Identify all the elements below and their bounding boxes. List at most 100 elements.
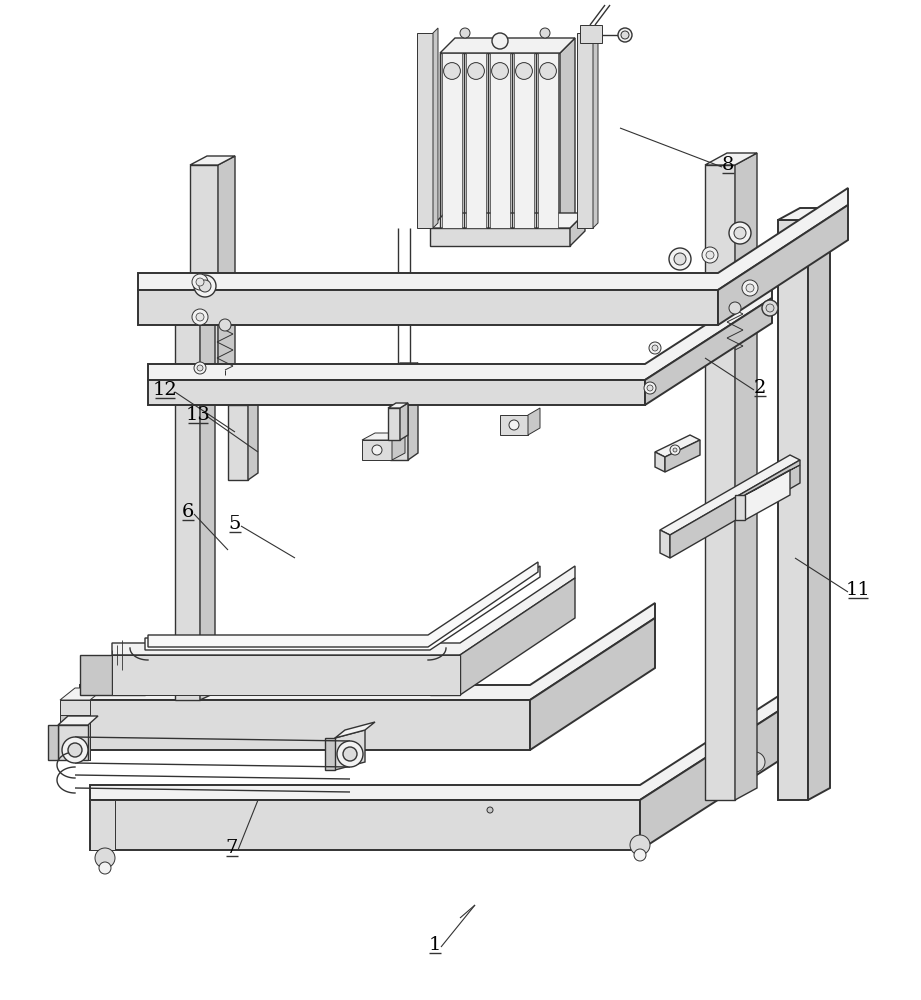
Polygon shape bbox=[593, 28, 598, 228]
Polygon shape bbox=[148, 562, 538, 647]
Polygon shape bbox=[335, 722, 375, 738]
Polygon shape bbox=[228, 405, 248, 480]
Polygon shape bbox=[362, 440, 392, 460]
Polygon shape bbox=[228, 398, 258, 405]
Polygon shape bbox=[528, 408, 540, 435]
Polygon shape bbox=[90, 800, 115, 850]
Polygon shape bbox=[112, 566, 575, 655]
Polygon shape bbox=[335, 730, 365, 770]
Circle shape bbox=[630, 835, 650, 855]
Circle shape bbox=[644, 382, 656, 394]
Circle shape bbox=[194, 275, 216, 297]
Polygon shape bbox=[718, 205, 848, 325]
Polygon shape bbox=[392, 433, 405, 460]
Circle shape bbox=[372, 445, 382, 455]
Polygon shape bbox=[665, 440, 700, 472]
Circle shape bbox=[621, 31, 629, 39]
Text: 6: 6 bbox=[181, 503, 194, 521]
Circle shape bbox=[742, 280, 758, 296]
Circle shape bbox=[670, 445, 680, 455]
Circle shape bbox=[652, 345, 658, 351]
Circle shape bbox=[702, 247, 718, 263]
Circle shape bbox=[634, 849, 646, 861]
Circle shape bbox=[68, 743, 82, 757]
Polygon shape bbox=[440, 53, 560, 228]
Circle shape bbox=[729, 302, 741, 314]
Circle shape bbox=[762, 300, 778, 316]
Polygon shape bbox=[80, 655, 112, 695]
Text: 2: 2 bbox=[753, 379, 766, 397]
Polygon shape bbox=[442, 53, 462, 228]
Polygon shape bbox=[80, 700, 530, 750]
Polygon shape bbox=[538, 53, 558, 228]
Polygon shape bbox=[745, 465, 800, 495]
Polygon shape bbox=[440, 38, 575, 53]
Polygon shape bbox=[58, 716, 98, 725]
Polygon shape bbox=[362, 433, 405, 440]
Polygon shape bbox=[705, 153, 757, 165]
Polygon shape bbox=[417, 33, 433, 228]
Polygon shape bbox=[645, 298, 772, 405]
Polygon shape bbox=[660, 455, 800, 535]
Polygon shape bbox=[218, 156, 235, 400]
Polygon shape bbox=[148, 282, 772, 380]
Polygon shape bbox=[430, 213, 585, 228]
Polygon shape bbox=[60, 700, 90, 760]
Polygon shape bbox=[705, 165, 735, 800]
Circle shape bbox=[669, 248, 691, 270]
Text: 12: 12 bbox=[153, 381, 178, 399]
Polygon shape bbox=[58, 725, 88, 760]
Circle shape bbox=[196, 313, 204, 321]
Polygon shape bbox=[670, 460, 800, 558]
Polygon shape bbox=[175, 282, 215, 290]
Polygon shape bbox=[112, 655, 460, 695]
Circle shape bbox=[95, 848, 115, 868]
Polygon shape bbox=[745, 470, 790, 520]
Circle shape bbox=[492, 33, 508, 49]
Polygon shape bbox=[530, 618, 655, 750]
Polygon shape bbox=[778, 220, 808, 800]
Polygon shape bbox=[90, 695, 780, 800]
Polygon shape bbox=[200, 282, 215, 700]
Polygon shape bbox=[778, 208, 830, 220]
Polygon shape bbox=[248, 398, 258, 480]
Circle shape bbox=[734, 227, 746, 239]
Circle shape bbox=[618, 28, 632, 42]
Text: 1: 1 bbox=[429, 936, 441, 954]
Circle shape bbox=[62, 737, 88, 763]
Circle shape bbox=[487, 807, 493, 813]
Polygon shape bbox=[138, 188, 848, 290]
Polygon shape bbox=[325, 738, 335, 770]
Circle shape bbox=[706, 251, 714, 259]
Polygon shape bbox=[175, 290, 200, 700]
Polygon shape bbox=[408, 363, 418, 460]
Polygon shape bbox=[640, 710, 780, 850]
Circle shape bbox=[197, 365, 203, 371]
Circle shape bbox=[516, 63, 532, 79]
Circle shape bbox=[99, 862, 111, 874]
Text: 5: 5 bbox=[228, 515, 241, 533]
Text: 11: 11 bbox=[845, 581, 870, 599]
Polygon shape bbox=[580, 25, 602, 43]
Polygon shape bbox=[190, 156, 235, 165]
Polygon shape bbox=[430, 228, 570, 246]
Circle shape bbox=[343, 747, 357, 761]
Circle shape bbox=[540, 28, 550, 38]
Polygon shape bbox=[460, 578, 575, 695]
Polygon shape bbox=[390, 370, 408, 460]
Polygon shape bbox=[514, 53, 534, 228]
Polygon shape bbox=[148, 380, 645, 405]
Polygon shape bbox=[138, 290, 718, 325]
Circle shape bbox=[468, 63, 484, 79]
Circle shape bbox=[540, 63, 556, 79]
Circle shape bbox=[444, 63, 460, 79]
Polygon shape bbox=[80, 603, 655, 700]
Circle shape bbox=[745, 752, 765, 772]
Circle shape bbox=[460, 28, 470, 38]
Polygon shape bbox=[500, 415, 528, 435]
Polygon shape bbox=[90, 800, 640, 850]
Polygon shape bbox=[400, 403, 408, 440]
Polygon shape bbox=[145, 566, 540, 650]
Circle shape bbox=[673, 448, 677, 452]
Polygon shape bbox=[433, 28, 438, 228]
